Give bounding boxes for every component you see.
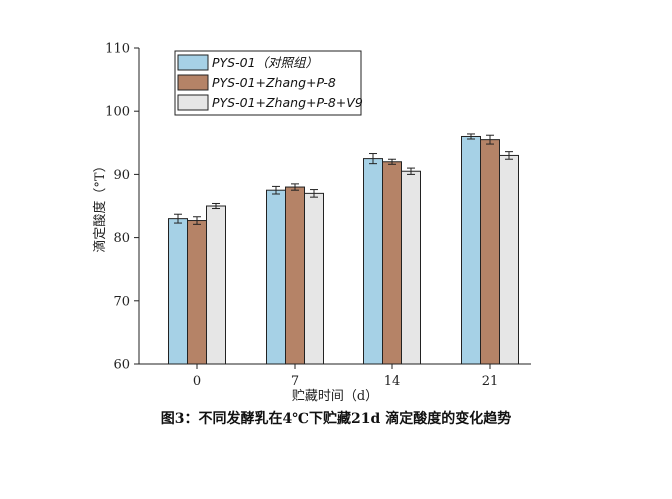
legend-label-2: PYS-01+Zhang+P-8+V9 (212, 95, 363, 110)
x-tick-label: 7 (291, 374, 299, 389)
y-tick-label: 70 (113, 294, 130, 309)
legend-swatch-2 (177, 94, 209, 111)
figure-caption: 图3：不同发酵乳在4℃下贮藏21d 滴定酸度的变化趋势 (160, 411, 512, 427)
y-axis-title: 滴定酸度（°T） (92, 159, 108, 252)
axes: 60 70 80 90 100 110 0 7 14 21 贮藏时间（d） 滴定酸度（°T） (92, 42, 531, 404)
legend-swatch-1 (177, 74, 209, 91)
bar-0-1 (266, 189, 286, 365)
legend-label-1: PYS-01+Zhang+P-8 (212, 75, 336, 90)
bar-2-1 (304, 192, 324, 365)
bar-1-2 (382, 161, 402, 365)
legend-label-0: PYS-01（对照组） (212, 55, 318, 70)
y-tick-label: 60 (113, 358, 130, 373)
bar-2-0 (206, 205, 226, 365)
bars-group (168, 133, 519, 365)
bar-2-2 (401, 170, 421, 365)
bar-0-2 (363, 158, 383, 365)
y-tick-label: 110 (105, 42, 130, 57)
bar-1-1 (285, 186, 305, 365)
legend: PYS-01（对照组） PYS-01+Zhang+P-8 PYS-01+Zhang+… (174, 50, 363, 116)
y-tick-label: 100 (105, 105, 130, 120)
x-tick-label: 14 (384, 374, 401, 389)
chart-svg: 60 70 80 90 100 110 0 7 14 21 贮藏时间（d） 滴定酸度（°T） PYS-… (92, 42, 531, 404)
legend-swatch-0 (177, 54, 209, 71)
y-tick-label: 90 (113, 168, 130, 183)
x-tick-label: 0 (193, 374, 201, 389)
bar-2-3 (499, 154, 519, 365)
bar-0-3 (461, 135, 481, 365)
x-tick-label: 21 (482, 374, 499, 389)
bar-1-0 (187, 220, 207, 365)
x-axis-title: 贮藏时间（d） (292, 389, 378, 404)
bar-1-3 (480, 139, 500, 365)
y-tick-label: 80 (113, 231, 130, 246)
bar-0-0 (168, 218, 188, 365)
